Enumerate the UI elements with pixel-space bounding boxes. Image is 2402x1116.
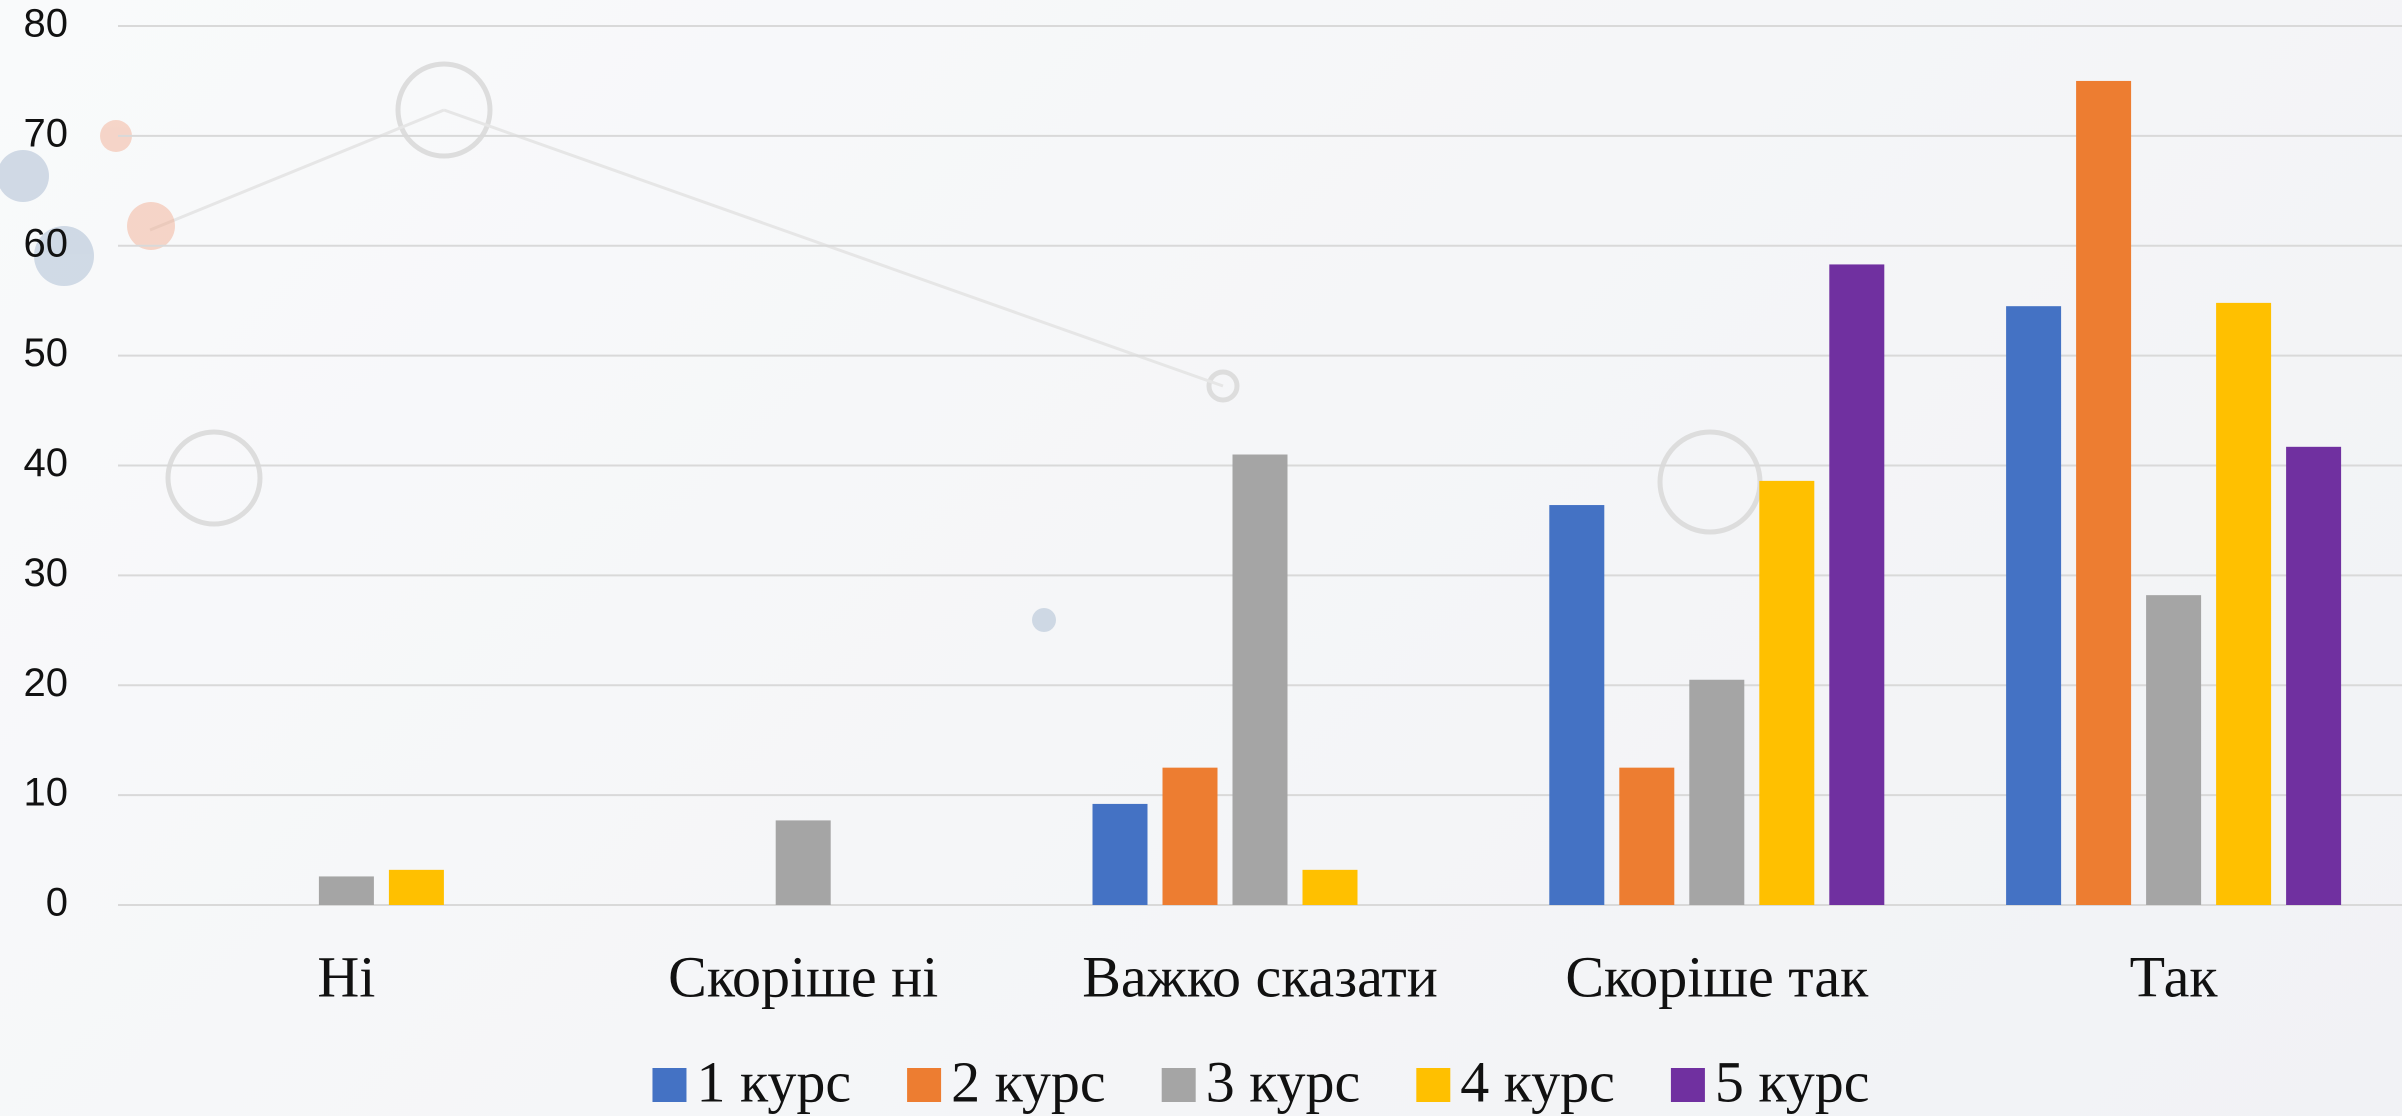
legend-label: 2 курс (951, 1049, 1106, 1114)
bar (2216, 302, 2272, 905)
legend-swatch (1670, 1068, 1705, 1102)
x-tick-label: Ні (317, 944, 375, 1009)
y-tick-label: 20 (24, 661, 69, 705)
y-tick-label: 80 (24, 2, 69, 46)
bar (388, 869, 444, 905)
y-tick-label: 10 (24, 771, 69, 815)
bar (1549, 505, 1605, 905)
y-tick-label: 70 (24, 111, 69, 155)
legend-swatch (1161, 1068, 1196, 1102)
bar (2006, 306, 2062, 905)
decoration (149, 61, 1763, 535)
x-tick-label: Скоріше ні (668, 944, 938, 1009)
bar (318, 876, 374, 905)
decoration-dots (0, 120, 1056, 632)
bar (2076, 80, 2132, 905)
legend-swatch (652, 1068, 687, 1102)
x-tick-label: Важко сказати (1082, 944, 1438, 1009)
bar (1689, 679, 1745, 905)
bar (1829, 264, 1885, 906)
bar (1162, 767, 1218, 905)
legend-label: 3 курс (1206, 1049, 1361, 1114)
x-tick-label: Скоріше так (1565, 944, 1869, 1009)
legend-label: 1 курс (696, 1049, 851, 1114)
bar (2146, 595, 2202, 905)
y-tick-label: 30 (24, 551, 69, 595)
y-tick-label: 50 (24, 331, 69, 375)
bar (2286, 446, 2342, 905)
legend-label: 5 курс (1715, 1049, 1870, 1114)
legend-swatch (1416, 1068, 1451, 1102)
bar (775, 820, 831, 905)
bar (1759, 480, 1815, 905)
y-tick-label: 0 (46, 881, 68, 925)
bar (1302, 869, 1358, 905)
bar (1619, 767, 1675, 905)
legend-swatch (907, 1068, 942, 1102)
y-tick-label: 60 (24, 221, 69, 265)
bar (1092, 803, 1148, 905)
x-tick-label: Так (2130, 944, 2219, 1009)
bar (1232, 454, 1288, 905)
legend-label: 4 курс (1460, 1049, 1615, 1114)
y-tick-label: 40 (24, 441, 69, 485)
